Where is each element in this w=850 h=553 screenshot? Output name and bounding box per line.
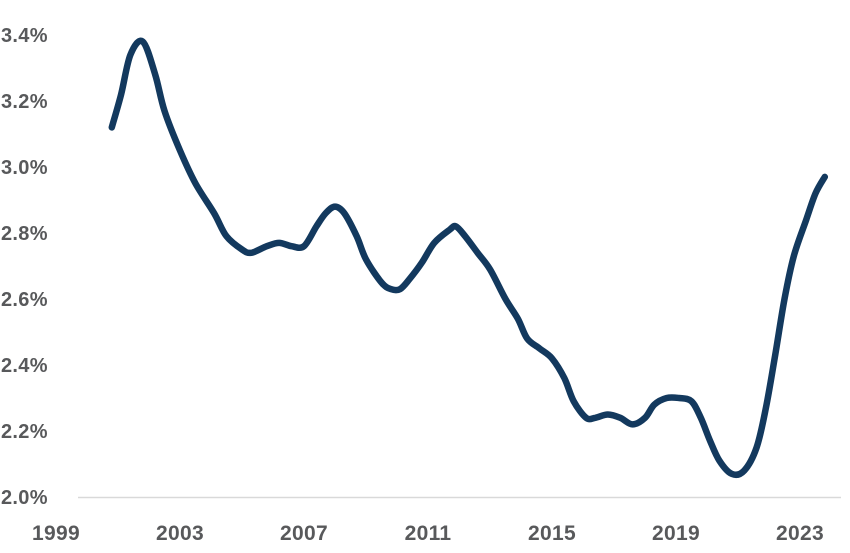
x-tick-label: 2015 [528,522,576,545]
y-tick-label: 2.6% [1,289,48,311]
y-axis-tick-labels: 2.0% 2.2% 2.4% 2.6% 2.8% 3.0% 3.2% 3.4% [1,25,48,509]
x-tick-label: 2019 [652,522,700,545]
x-axis-tick-labels: 1999 2003 2007 2011 2015 2019 2023 [32,522,824,545]
y-tick-label: 2.0% [1,487,48,509]
y-tick-label: 3.2% [1,91,48,113]
y-tick-label: 2.4% [1,355,48,377]
x-tick-label: 2003 [156,522,204,545]
x-tick-label: 1999 [32,522,80,545]
series-line-percentage-rate [108,37,829,479]
y-tick-label: 3.4% [1,25,48,47]
x-tick-label: 2023 [776,522,824,545]
y-tick-label: 3.0% [1,157,48,179]
y-tick-label: 2.2% [1,421,48,443]
x-tick-label: 2007 [280,522,328,545]
y-tick-label: 2.8% [1,223,48,245]
data-line [108,37,829,479]
x-tick-label: 2011 [405,522,452,545]
